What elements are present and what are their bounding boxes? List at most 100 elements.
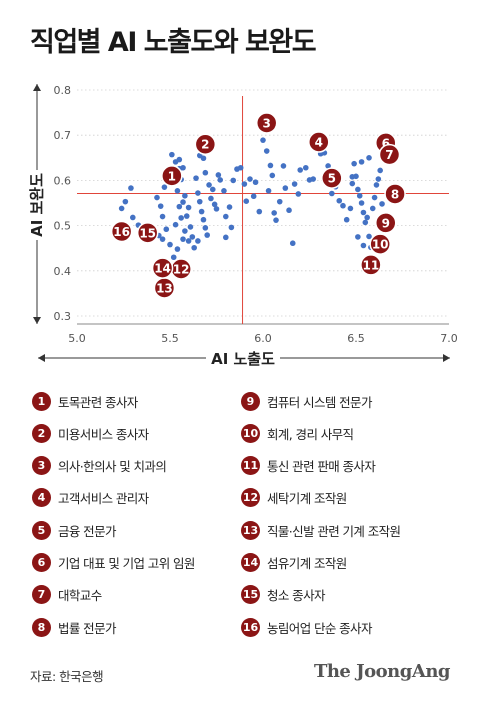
legend-badge: 10 bbox=[241, 423, 260, 443]
legend-item: 9 컴퓨터 시스템 전문가 bbox=[241, 391, 372, 411]
highlight-number: 12 bbox=[173, 262, 190, 276]
data-point bbox=[366, 233, 372, 240]
highlight-badge bbox=[375, 212, 397, 234]
data-point bbox=[198, 208, 205, 215]
data-point bbox=[377, 167, 383, 174]
data-point bbox=[286, 207, 292, 214]
data-point bbox=[206, 182, 212, 188]
page-title: 직업별 AI 노출도와 보완도 bbox=[30, 27, 317, 58]
data-point bbox=[154, 194, 160, 201]
legend-label: 회계, 경리 사무직 bbox=[267, 426, 354, 442]
data-point bbox=[223, 213, 229, 220]
data-point bbox=[169, 151, 175, 158]
legend-item: 3 의사·한의사 및 치과의 bbox=[32, 456, 167, 476]
legend-badge: 13 bbox=[241, 520, 260, 540]
data-point bbox=[358, 200, 365, 206]
y-tick-label: 0.7 bbox=[54, 129, 72, 142]
legend-label: 법률 전문가 bbox=[58, 620, 116, 636]
data-point bbox=[187, 224, 194, 230]
x-tick-label: 5.0 bbox=[68, 332, 86, 345]
data-point bbox=[271, 210, 277, 216]
x-arrow-left-icon bbox=[38, 354, 45, 362]
legend-label: 섬유기계 조작원 bbox=[267, 556, 347, 571]
legend-badge: 3 bbox=[32, 456, 51, 476]
data-point bbox=[263, 148, 270, 154]
highlight-badge bbox=[308, 131, 330, 153]
data-point bbox=[176, 203, 183, 210]
data-point bbox=[347, 205, 354, 212]
data-point bbox=[366, 155, 372, 161]
data-point bbox=[213, 206, 220, 212]
data-point bbox=[360, 209, 367, 216]
data-point bbox=[221, 187, 227, 194]
legend-badge: 9 bbox=[241, 391, 260, 411]
legend-item: 8 법률 전문가 bbox=[32, 617, 116, 637]
x-label-bg bbox=[206, 347, 280, 369]
data-point bbox=[202, 169, 209, 176]
legend-label: 세탁기계 조작원 bbox=[267, 491, 347, 507]
data-point bbox=[373, 182, 380, 188]
highlight-marker: 7 bbox=[378, 143, 401, 166]
legend-label: 미용서비스 종사자 bbox=[58, 426, 149, 442]
highlight-marker: 4 bbox=[308, 131, 330, 153]
legend-label: 고객서비스 관리자 bbox=[58, 491, 149, 507]
highlight-marker: 15 bbox=[136, 222, 159, 244]
legend-label: 통신 관련 판매 종사자 bbox=[267, 459, 376, 475]
data-point bbox=[174, 187, 181, 194]
y-arrow-down-icon bbox=[33, 317, 41, 324]
data-point bbox=[297, 167, 304, 173]
legend-label: 컴퓨터 시스템 전문가 bbox=[267, 394, 372, 410]
legend-item: 4 고객서비스 관리자 bbox=[32, 488, 149, 508]
data-point bbox=[252, 179, 259, 186]
y-tick-label: 0.3 bbox=[54, 310, 72, 323]
y-tick-label: 0.8 bbox=[54, 84, 72, 97]
legend-label: 금융 전문가 bbox=[58, 523, 116, 539]
data-point bbox=[200, 216, 207, 223]
legend-badge: 2 bbox=[32, 423, 51, 443]
highlight-badge bbox=[194, 133, 217, 155]
x-tick-label: 6.5 bbox=[347, 332, 365, 345]
legend-label: 기업 대표 및 기업 고위 임원 bbox=[58, 556, 195, 571]
data-point bbox=[329, 190, 335, 197]
highlight-number: 7 bbox=[385, 148, 393, 162]
data-point bbox=[375, 176, 382, 182]
data-point bbox=[379, 201, 385, 207]
data-point bbox=[349, 180, 356, 187]
legend-label: 토목관련 종사자 bbox=[58, 394, 138, 410]
data-point bbox=[118, 205, 125, 212]
legend-badge: 8 bbox=[32, 617, 51, 637]
data-point bbox=[273, 217, 279, 223]
data-point bbox=[195, 190, 201, 196]
x-arrow-right-icon bbox=[443, 354, 450, 362]
highlight-marker: 11 bbox=[360, 254, 382, 276]
legend-badge: 12 bbox=[241, 488, 260, 508]
x-axis-label: AI 노출도 bbox=[211, 350, 275, 368]
data-point bbox=[291, 181, 298, 187]
highlight-marker: 10 bbox=[369, 233, 391, 255]
data-point bbox=[159, 213, 166, 220]
highlight-number: 5 bbox=[328, 172, 336, 186]
highlight-number: 15 bbox=[139, 226, 156, 240]
legend-item: 7 대학교수 bbox=[32, 585, 102, 605]
legend-item: 1 토목관련 종사자 bbox=[32, 391, 138, 411]
y-tick-label: 0.5 bbox=[54, 220, 72, 233]
legend-badge: 5 bbox=[32, 520, 51, 540]
highlight-number: 8 bbox=[391, 187, 399, 201]
y-axis-label: AI 보완도 bbox=[28, 173, 46, 237]
highlight-number: 14 bbox=[154, 262, 171, 276]
data-point bbox=[195, 238, 201, 244]
data-point bbox=[161, 184, 168, 190]
legend-badge: 11 bbox=[241, 456, 260, 476]
data-point bbox=[358, 159, 365, 165]
data-point bbox=[226, 204, 233, 210]
data-point bbox=[340, 202, 346, 209]
data-point bbox=[204, 232, 210, 238]
y-tick-label: 0.6 bbox=[54, 174, 72, 187]
legend-item: 5 금융 전문가 bbox=[32, 520, 116, 540]
data-point bbox=[355, 186, 361, 193]
data-point bbox=[163, 226, 170, 233]
data-point bbox=[310, 176, 317, 182]
legend-item: 2 미용서비스 종사자 bbox=[32, 423, 149, 443]
data-point bbox=[170, 254, 177, 261]
data-point bbox=[289, 240, 296, 247]
